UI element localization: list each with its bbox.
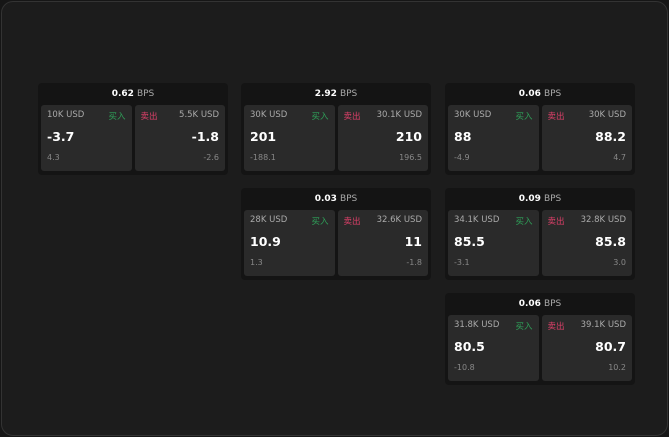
sell-change: 3.0 — [613, 258, 626, 267]
spread-header: 0.09 BPS — [445, 188, 635, 210]
buy-change: -4.9 — [454, 153, 470, 162]
sell-side[interactable]: 卖出 30.1K USD 210 196.5 — [337, 105, 428, 171]
sell-label: 卖出 — [547, 322, 565, 332]
buy-side[interactable]: 31.8K USD 买入 80.5 -10.8 — [448, 315, 539, 381]
buy-label: 买入 — [311, 112, 329, 122]
spread-value: 0.09 — [518, 194, 541, 204]
buy-price: 85.5 — [454, 234, 485, 249]
sell-price: 11 — [404, 234, 422, 249]
spread-unit: BPS — [543, 89, 562, 99]
spread-value: 2.92 — [314, 89, 337, 99]
sell-label: 卖出 — [140, 112, 158, 122]
sell-size: 39.1K USD — [580, 320, 626, 330]
spread-header: 0.06 BPS — [445, 293, 635, 315]
buy-change: 1.3 — [250, 258, 263, 267]
quote-card: 0.09 BPS 34.1K USD 买入 85.5 -3.1 卖出 32.8K USD… — [445, 188, 635, 280]
quote-card: 0.03 BPS 28K USD 买入 10.9 1.3 卖出 32.6K USD 11… — [241, 188, 431, 280]
spread-header: 0.03 BPS — [241, 188, 431, 210]
buy-price: 10.9 — [250, 234, 281, 249]
sell-price: 210 — [395, 129, 422, 144]
spread-unit: BPS — [136, 89, 155, 99]
quote-card: 0.62 BPS 10K USD 买入 -3.7 4.3 卖出 5.5K USD -1.… — [38, 83, 228, 175]
buy-label: 买入 — [311, 217, 329, 227]
sell-change: -2.6 — [203, 153, 219, 162]
spread-value: 0.06 — [518, 89, 541, 99]
spread-header: 2.92 BPS — [241, 83, 431, 105]
quote-card: 2.92 BPS 30K USD 买入 201 -188.1 卖出 30.1K USD … — [241, 83, 431, 175]
buy-price: 201 — [250, 129, 277, 144]
sell-side[interactable]: 卖出 5.5K USD -1.8 -2.6 — [134, 105, 225, 171]
sell-side[interactable]: 卖出 32.8K USD 85.8 3.0 — [541, 210, 632, 276]
sell-side[interactable]: 卖出 30K USD 88.2 4.7 — [541, 105, 632, 171]
spread-unit: BPS — [543, 194, 562, 204]
sell-side[interactable]: 卖出 32.6K USD 11 -1.8 — [337, 210, 428, 276]
buy-change: -10.8 — [454, 363, 475, 372]
sell-change: 4.7 — [613, 153, 626, 162]
sell-size: 32.6K USD — [376, 215, 422, 225]
spread-header: 0.62 BPS — [38, 83, 228, 105]
buy-label: 买入 — [515, 322, 533, 332]
sell-change: -1.8 — [406, 258, 422, 267]
spread-unit: BPS — [543, 299, 562, 309]
buy-label: 买入 — [108, 112, 126, 122]
sell-size: 32.8K USD — [580, 215, 626, 225]
quote-card: 0.06 BPS 30K USD 买入 88 -4.9 卖出 30K USD 88.2 4… — [445, 83, 635, 175]
sell-label: 卖出 — [547, 217, 565, 227]
buy-side[interactable]: 28K USD 买入 10.9 1.3 — [244, 210, 335, 276]
buy-size: 34.1K USD — [454, 215, 500, 225]
sell-price: 80.7 — [595, 339, 626, 354]
sell-side[interactable]: 卖出 39.1K USD 80.7 10.2 — [541, 315, 632, 381]
sell-price: 88.2 — [595, 129, 626, 144]
spread-value: 0.06 — [518, 299, 541, 309]
buy-size: 30K USD — [454, 110, 492, 120]
buy-side[interactable]: 10K USD 买入 -3.7 4.3 — [41, 105, 132, 171]
buy-change: -3.1 — [454, 258, 470, 267]
sell-price: 85.8 — [595, 234, 626, 249]
buy-change: -188.1 — [250, 153, 276, 162]
buy-size: 10K USD — [47, 110, 85, 120]
buy-change: 4.3 — [47, 153, 60, 162]
sell-change: 10.2 — [608, 363, 626, 372]
quote-card: 0.06 BPS 31.8K USD 买入 80.5 -10.8 卖出 39.1K US… — [445, 293, 635, 385]
sell-size: 5.5K USD — [179, 110, 219, 120]
buy-side[interactable]: 30K USD 买入 201 -188.1 — [244, 105, 335, 171]
spread-value: 0.03 — [314, 194, 337, 204]
sell-size: 30K USD — [588, 110, 626, 120]
spread-unit: BPS — [339, 89, 358, 99]
spread-header: 0.06 BPS — [445, 83, 635, 105]
spread-unit: BPS — [339, 194, 358, 204]
sell-price: -1.8 — [191, 129, 219, 144]
sell-label: 卖出 — [547, 112, 565, 122]
buy-price: 88 — [454, 129, 472, 144]
buy-side[interactable]: 30K USD 买入 88 -4.9 — [448, 105, 539, 171]
buy-size: 28K USD — [250, 215, 288, 225]
sell-change: 196.5 — [399, 153, 422, 162]
buy-price: -3.7 — [47, 129, 75, 144]
buy-size: 30K USD — [250, 110, 288, 120]
buy-size: 31.8K USD — [454, 320, 500, 330]
sell-label: 卖出 — [343, 217, 361, 227]
sell-size: 30.1K USD — [376, 110, 422, 120]
buy-label: 买入 — [515, 217, 533, 227]
buy-label: 买入 — [515, 112, 533, 122]
spread-value: 0.62 — [111, 89, 134, 99]
buy-side[interactable]: 34.1K USD 买入 85.5 -3.1 — [448, 210, 539, 276]
sell-label: 卖出 — [343, 112, 361, 122]
buy-price: 80.5 — [454, 339, 485, 354]
